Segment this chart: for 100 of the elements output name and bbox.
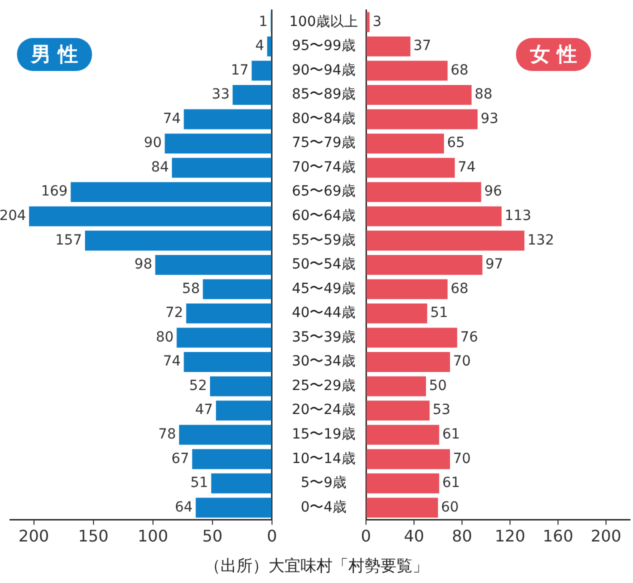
y-tick-label: 30〜34歳 <box>292 354 356 370</box>
bar <box>366 134 444 154</box>
bar <box>366 36 410 56</box>
x-tick-label: 0 <box>360 526 372 546</box>
data-label: 50 <box>429 378 447 394</box>
bar <box>179 424 272 445</box>
bar <box>366 352 450 372</box>
x-tick-label: 50 <box>202 526 223 546</box>
x-tick-label: 100 <box>138 526 168 546</box>
data-label: 204 <box>0 208 26 224</box>
y-tick-label: 80〜84歳 <box>292 110 356 127</box>
data-label: 47 <box>195 402 213 418</box>
y-tick-label: 10〜14歳 <box>292 450 356 467</box>
data-label: 53 <box>432 402 450 418</box>
bar <box>211 473 272 494</box>
bar <box>192 449 272 470</box>
data-label: 157 <box>55 232 82 248</box>
x-tick-label: 150 <box>78 526 109 546</box>
data-label: 98 <box>134 256 152 273</box>
data-label: 80 <box>156 329 174 346</box>
data-label: 84 <box>151 159 169 176</box>
y-tick-label: 100歳以上 <box>289 14 358 30</box>
data-label: 68 <box>450 62 468 78</box>
bar <box>267 36 272 56</box>
bar <box>202 279 272 300</box>
bar <box>366 85 472 105</box>
data-label: 4 <box>255 38 264 54</box>
bar <box>252 60 272 81</box>
data-label: 97 <box>485 256 504 273</box>
y-tick-label: 35〜39歳 <box>292 329 356 346</box>
bar <box>186 304 272 324</box>
x-tick-label: 200 <box>590 526 622 546</box>
y-tick-label: 70〜74歳 <box>292 159 356 176</box>
data-label: 78 <box>158 426 176 442</box>
data-label: 93 <box>480 110 498 127</box>
data-label: 51 <box>190 475 208 492</box>
bar <box>366 473 440 494</box>
data-label: 61 <box>442 426 460 442</box>
bar <box>184 352 272 372</box>
bar <box>366 60 448 81</box>
y-tick-label: 60〜64歳 <box>292 208 356 224</box>
bar <box>70 182 272 202</box>
text: 男 性 <box>17 38 92 71</box>
x-tick-label: 80 <box>452 526 472 546</box>
bar <box>196 498 272 518</box>
bar <box>232 85 272 105</box>
y-tick-label: 55〜59歳 <box>292 232 356 248</box>
bar <box>29 206 272 226</box>
bar <box>366 304 428 324</box>
bar <box>366 279 448 300</box>
y-tick-label: 45〜49歳 <box>292 280 356 297</box>
bar <box>210 376 272 396</box>
y-tick-label: 25〜29歳 <box>292 378 356 394</box>
data-label: 58 <box>182 280 200 297</box>
x-tick-label: 160 <box>542 526 574 546</box>
bar <box>366 400 430 421</box>
bar <box>184 109 272 130</box>
data-label: 37 <box>413 38 432 54</box>
data-label: 90 <box>144 135 162 152</box>
y-tick-label: 20〜24歳 <box>292 402 356 418</box>
bar <box>366 254 482 275</box>
bar <box>366 498 438 518</box>
data-label: 74 <box>162 354 181 370</box>
data-label: 60 <box>441 499 459 516</box>
y-tick-label: 85〜89歳 <box>292 86 356 103</box>
bar <box>366 12 370 32</box>
data-label: 70 <box>453 354 471 370</box>
y-tick-label: 75〜79歳 <box>292 135 356 152</box>
data-label: 88 <box>474 86 492 103</box>
x-tick-label: 200 <box>18 526 50 546</box>
data-label: 70 <box>453 450 471 467</box>
bar <box>366 328 458 348</box>
x-tick-label: 40 <box>404 526 424 546</box>
data-label: 1 <box>258 14 268 30</box>
x-tick-label: 120 <box>494 526 526 546</box>
data-label: 68 <box>450 280 468 297</box>
data-label: 76 <box>460 329 478 346</box>
bar <box>366 182 482 202</box>
y-tick-label: 90〜94歳 <box>292 62 356 78</box>
text: 女 性 <box>516 38 591 71</box>
y-tick-label: 15〜19歳 <box>292 426 356 442</box>
data-label: 67 <box>171 450 190 467</box>
data-label: 72 <box>165 305 184 322</box>
data-label: 61 <box>442 475 460 492</box>
bar <box>85 230 272 251</box>
data-label: 65 <box>447 135 465 152</box>
data-label: 169 <box>40 184 68 200</box>
y-tick-label: 0〜4歳 <box>300 499 347 516</box>
data-label: 96 <box>484 184 502 200</box>
bar <box>366 376 426 396</box>
text: （出所）大宜味村「村勢要覧」 <box>204 556 430 577</box>
y-tick-label: 95〜99歳 <box>292 38 356 54</box>
data-label: 74 <box>162 110 181 127</box>
bar <box>366 230 524 251</box>
data-label: 17 <box>230 62 249 78</box>
data-label: 132 <box>527 232 554 248</box>
bar <box>172 158 272 178</box>
data-label: 33 <box>212 86 230 103</box>
data-label: 113 <box>504 208 532 224</box>
bar <box>216 400 272 421</box>
